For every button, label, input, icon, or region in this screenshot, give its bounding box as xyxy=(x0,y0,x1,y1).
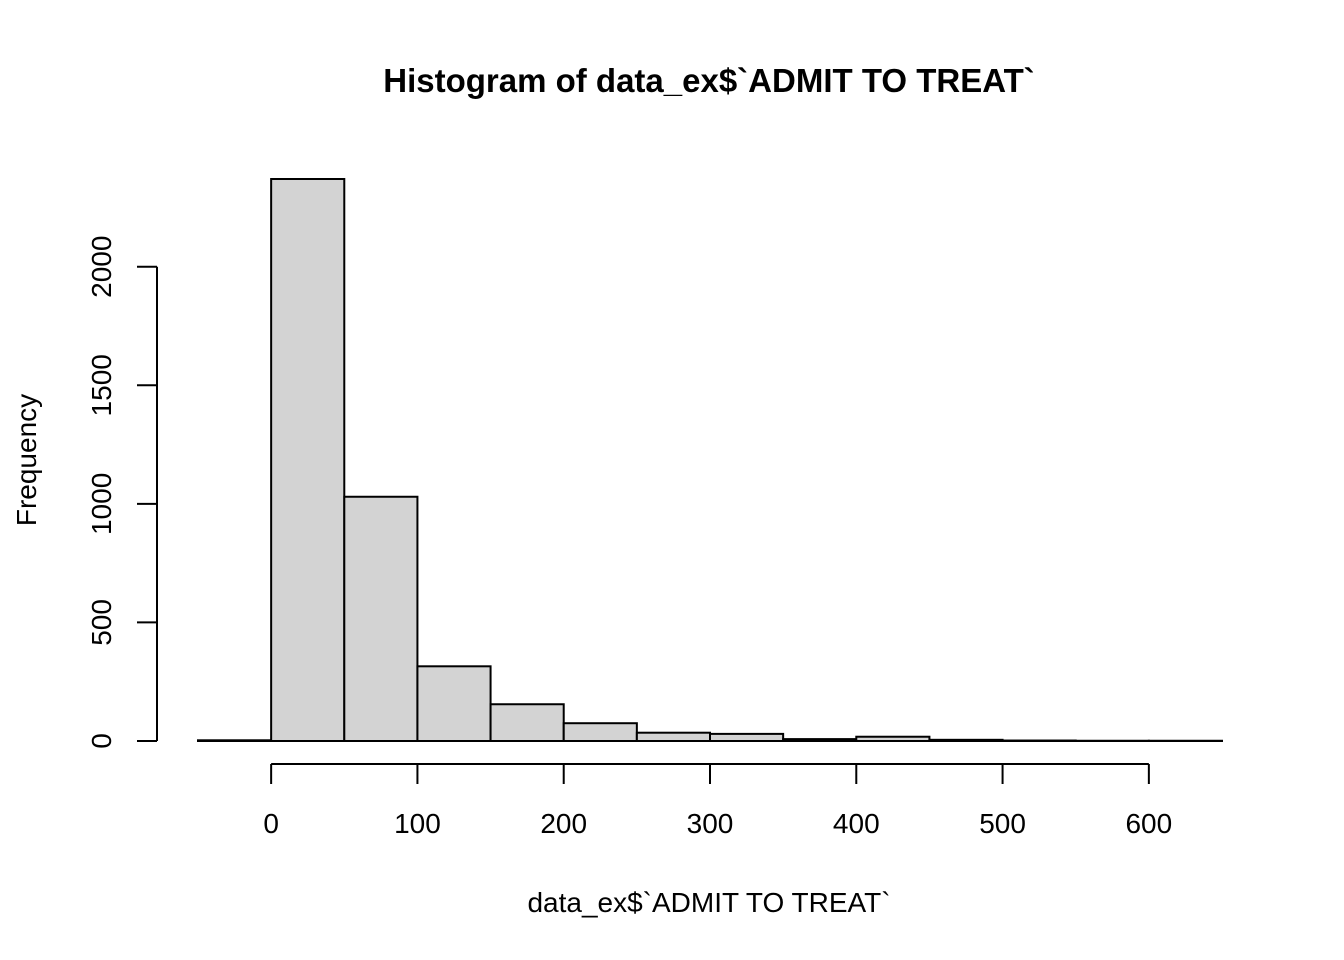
y-tick-label: 0 xyxy=(86,733,117,749)
y-tick-label: 1000 xyxy=(86,473,117,535)
x-tick-label: 600 xyxy=(1125,808,1172,839)
histogram-bar xyxy=(489,703,565,743)
x-tick-label: 200 xyxy=(540,808,587,839)
x-tick-label: 400 xyxy=(833,808,880,839)
y-tick-label: 1500 xyxy=(86,354,117,416)
histogram-bar xyxy=(416,665,492,742)
x-tick-label: 0 xyxy=(263,808,279,839)
x-tick-label: 500 xyxy=(979,808,1026,839)
histogram-bar xyxy=(709,732,785,742)
x-axis-label: data_ex$`ADMIT TO TREAT` xyxy=(527,887,890,918)
bars-group xyxy=(197,178,1224,743)
histogram-bar xyxy=(270,178,346,742)
y-axis-label: Frequency xyxy=(11,394,42,526)
y-tick-label: 500 xyxy=(86,599,117,646)
y-tick-label: 2000 xyxy=(86,236,117,298)
x-tick-label: 300 xyxy=(687,808,734,839)
x-tick-label: 100 xyxy=(394,808,441,839)
chart-title: Histogram of data_ex$`ADMIT TO TREAT` xyxy=(383,62,1035,99)
histogram-bar xyxy=(562,722,638,743)
histogram-bar xyxy=(635,731,711,743)
histogram-bar xyxy=(343,495,419,742)
x-axis: 0 100 200 300 400 500 600 xyxy=(263,763,1172,839)
y-axis: 0 500 1000 1500 2000 xyxy=(86,236,158,749)
